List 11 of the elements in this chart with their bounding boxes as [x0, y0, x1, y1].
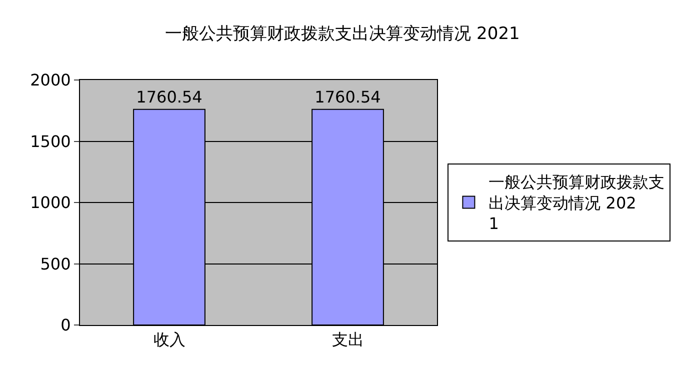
data-label: 1760.54 [136, 87, 202, 106]
y-tick-label: 0 [60, 316, 71, 335]
data-label: 1760.54 [314, 87, 381, 106]
y-tick-label: 1500 [30, 132, 71, 151]
x-tick-label: 收入 [153, 330, 186, 350]
y-tick-label: 2000 [30, 70, 71, 90]
y-tick-label: 1000 [30, 193, 71, 212]
chart-title: 一般公共预算财政拨款支出决算变动情况 2021 [165, 24, 520, 44]
y-tick-label: 500 [40, 254, 71, 274]
x-tick-label: 支出 [332, 330, 364, 350]
legend-label: 一般公共预算财政拨款支出决算变动情况 2021 [488, 172, 665, 234]
